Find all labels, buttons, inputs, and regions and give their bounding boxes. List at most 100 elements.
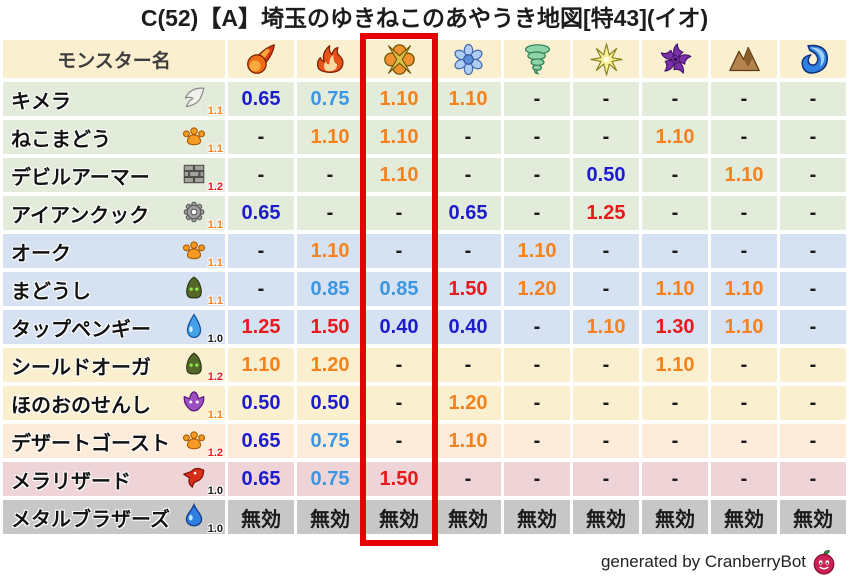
cranberry-bot-icon (811, 549, 837, 575)
element-column-flame (297, 40, 363, 78)
multiplier-cell: - (573, 82, 639, 116)
multiplier-cell: - (642, 462, 708, 496)
multiplier-cell: - (366, 348, 432, 382)
multiplier-cell: - (711, 348, 777, 382)
multiplier-cell: 1.10 (435, 424, 501, 458)
multiplier-cell: - (780, 348, 846, 382)
multiplier-cell: - (711, 386, 777, 420)
rank-modifier: 1.1 (207, 409, 223, 421)
family-icon-wrap: 1.1 (181, 236, 223, 269)
multiplier-cell: - (228, 272, 294, 306)
multiplier-cell: - (780, 120, 846, 154)
table-body: キメラ 1.1 0.65 0.75 1.10 1.10- - - - - ねこまどう 1.1-1.10… (3, 82, 846, 535)
rank-modifier: 1.1 (207, 105, 223, 117)
multiplier-cell: - (228, 158, 294, 192)
multiplier-cell: 1.50 (297, 310, 363, 344)
multiplier-cell: - (504, 158, 570, 192)
multiplier-cell: 0.65 (228, 462, 294, 496)
monster-row: キメラ 1.1 0.65 0.75 1.10 1.10- - - - - (3, 82, 846, 117)
multiplier-cell: - (642, 82, 708, 116)
multiplier-cell: 1.10 (297, 234, 363, 268)
multiplier-cell: 1.10 (711, 158, 777, 192)
multiplier-cell: - (711, 234, 777, 268)
multiplier-cell: - (711, 120, 777, 154)
multiplier-cell: - (780, 310, 846, 344)
multiplier-cell: - (780, 462, 846, 496)
multiplier-cell: - (711, 462, 777, 496)
multiplier-cell: - (504, 348, 570, 382)
monster-name-cell: メタルブラザーズ 1.0 (3, 500, 225, 535)
multiplier-cell: - (435, 120, 501, 154)
monster-name-cell: シールドオーガ 1.2 (3, 348, 225, 383)
multiplier-cell: - (573, 462, 639, 496)
multiplier-cell: - (366, 386, 432, 420)
multiplier-cell: - (297, 196, 363, 230)
monster-row: オーク 1.1-1.10- -1.10- - - - (3, 234, 846, 269)
multiplier-cell: 1.50 (366, 462, 432, 496)
monster-row: タップペンギー 1.0 1.25 1.50 0.40 0.40-1.10 1.30 1.10- (3, 310, 846, 345)
element-column-snowflake (435, 40, 501, 78)
multiplier-cell: 無効 (228, 500, 294, 534)
monster-row: ほのおのせんし 1.1 0.50 0.50-1.20- - - - - (3, 386, 846, 421)
monster-name: オーク (11, 242, 71, 265)
monster-row: シールドオーガ 1.2 1.10 1.20- - - -1.10- - (3, 348, 846, 383)
multiplier-cell: - (573, 348, 639, 382)
element-column-pinwheel (642, 40, 708, 78)
monster-name: ほのおのせんし (11, 394, 151, 417)
multiplier-cell: - (642, 424, 708, 458)
family-icon-wrap: 1.1 (181, 84, 223, 117)
multiplier-cell: - (504, 310, 570, 344)
multiplier-cell: 1.10 (711, 310, 777, 344)
monster-name: アイアンクック (11, 204, 150, 227)
multiplier-cell: 1.10 (366, 120, 432, 154)
multiplier-cell: 1.10 (573, 310, 639, 344)
gear-icon (181, 199, 207, 225)
rank-modifier: 1.0 (207, 333, 223, 345)
multiplier-cell: - (366, 234, 432, 268)
multiplier-cell: 0.75 (297, 424, 363, 458)
monster-row: メラリザード 1.0 0.65 0.75 1.50- - - - - - (3, 462, 846, 497)
drop-icon (181, 313, 207, 339)
multiplier-cell: - (504, 386, 570, 420)
element-column-fireball (228, 40, 294, 78)
multiplier-cell: - (228, 120, 294, 154)
family-icon-wrap: 1.2 (181, 160, 223, 193)
monster-name-cell: デザートゴースト 1.2 (3, 424, 225, 459)
multiplier-cell: 0.40 (435, 310, 501, 344)
multiplier-cell: 無効 (780, 500, 846, 534)
multiplier-cell: - (780, 234, 846, 268)
monster-name-cell: ほのおのせんし 1.1 (3, 386, 225, 421)
multiplier-cell: 無効 (504, 500, 570, 534)
multiplier-cell: - (504, 424, 570, 458)
multiplier-cell: - (504, 196, 570, 230)
tornado-icon (521, 43, 554, 76)
explosion-icon (383, 43, 416, 76)
multiplier-cell: 1.10 (366, 158, 432, 192)
multiplier-cell: - (780, 386, 846, 420)
paw-icon (181, 427, 207, 453)
monster-name-cell: オーク 1.1 (3, 234, 225, 269)
multiplier-cell: - (780, 158, 846, 192)
multiplier-cell: 無効 (435, 500, 501, 534)
multiplier-cell: - (366, 196, 432, 230)
monster-row: ねこまどう 1.1-1.10 1.10- - -1.10- - (3, 120, 846, 155)
multiplier-cell: 無効 (642, 500, 708, 534)
family-icon-wrap: 1.1 (181, 122, 223, 155)
flame-icon (314, 43, 347, 76)
rank-modifier: 1.0 (207, 523, 223, 535)
monster-name: シールドオーガ (11, 356, 151, 379)
family-icon-wrap: 1.1 (181, 198, 223, 231)
slime-icon (181, 503, 207, 529)
multiplier-cell: - (711, 424, 777, 458)
monster-name-cell: キメラ 1.1 (3, 82, 225, 117)
element-column-tornado (504, 40, 570, 78)
monster-row: デビルアーマー 1.2- -1.10- -0.50-1.10- (3, 158, 846, 193)
multiplier-cell: - (711, 196, 777, 230)
multiplier-cell: 0.75 (297, 462, 363, 496)
multiplier-cell: 1.50 (435, 272, 501, 306)
multiplier-cell: - (573, 120, 639, 154)
monster-name-cell: まどうし 1.1 (3, 272, 225, 307)
mountain-icon (728, 43, 761, 76)
multiplier-cell: - (642, 234, 708, 268)
multiplier-cell: 0.50 (573, 158, 639, 192)
